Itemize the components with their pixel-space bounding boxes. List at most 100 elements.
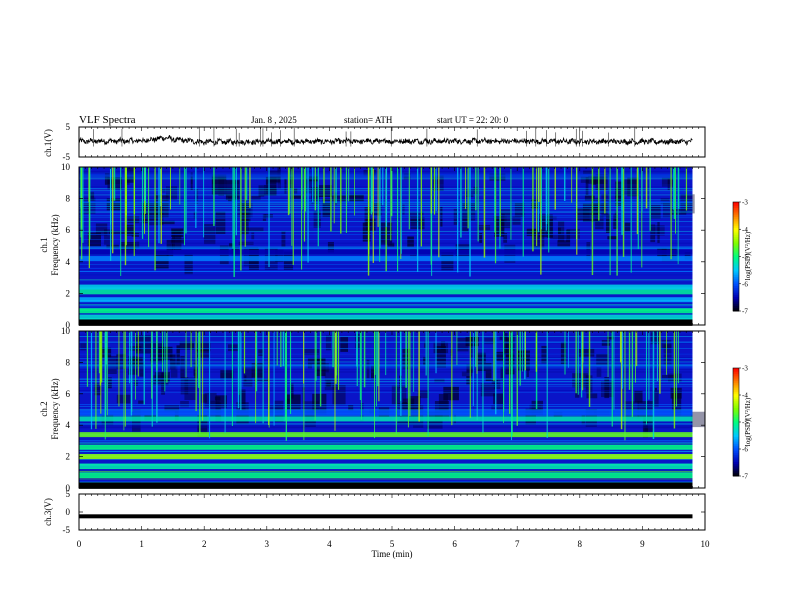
- colorbar-segment: [733, 423, 739, 427]
- y-tick-label: -5: [63, 525, 71, 535]
- spectrogram-dark-patch: [94, 383, 101, 396]
- colorbar-segment: [733, 220, 739, 223]
- ch1-waveform-panel: 5 -5: [63, 122, 706, 162]
- colorbar-segment: [733, 263, 739, 267]
- spectrogram-dark-patch: [332, 195, 347, 204]
- spectrogram-dark-patch: [434, 378, 445, 383]
- x-tick-label: 5: [390, 539, 395, 549]
- colorbar-segment: [733, 202, 739, 205]
- spectrogram-dark-patch: [441, 341, 446, 351]
- spectrogram-texture-line: [79, 450, 693, 452]
- colorbar-segment: [733, 205, 739, 208]
- spectrogram-dark-patch: [315, 362, 329, 373]
- spectrogram-dark-patch: [661, 177, 674, 187]
- colorbar-segment: [733, 247, 739, 250]
- spectrogram-texture-line: [79, 427, 693, 429]
- spectrogram-dark-patch: [595, 215, 604, 230]
- colorbar-segment: [733, 287, 739, 290]
- spectrogram-dark-patch: [663, 344, 672, 366]
- colorbar-segment: [733, 382, 739, 385]
- colorbar-segment: [733, 400, 739, 403]
- spectrogram-dark-patch: [489, 173, 506, 181]
- colorbar-segment: [733, 373, 739, 376]
- spectrogram-band: [79, 410, 693, 416]
- colorbar-segment: [733, 411, 739, 414]
- spectrogram-dark-patch: [660, 198, 670, 204]
- y-tick-label: 0: [66, 320, 71, 330]
- spectrogram-dark-patch: [499, 335, 503, 340]
- y-tick-label: 2: [66, 288, 71, 298]
- colorbar-segment: [733, 225, 739, 228]
- colorbar-segment: [733, 260, 739, 263]
- spectrogram-dark-patch: [600, 380, 614, 398]
- spectrogram-dark-patch: [127, 215, 140, 224]
- ch1-spectrogram-ylabel: ch.1: [39, 237, 49, 252]
- spectrogram-dark-patch: [417, 390, 429, 399]
- spectrogram-dark-patch: [585, 177, 589, 196]
- colorbar-segment: [733, 378, 739, 382]
- colorbar-segment: [733, 454, 739, 457]
- x-tick-label: 7: [515, 539, 520, 549]
- colorbar-segment: [733, 447, 739, 450]
- spectrogram-texture-line: [79, 422, 693, 424]
- colorbar-segment: [733, 271, 739, 274]
- spectrogram-dark-patch: [228, 243, 235, 248]
- spectrogram-dark-patch: [566, 228, 580, 239]
- spectrogram-dark-patch: [162, 188, 166, 193]
- spectrogram-dark-patch: [196, 341, 211, 352]
- colorbar-segment: [733, 436, 739, 439]
- spectrogram-dark-patch: [340, 337, 349, 352]
- spectrogram-texture-line: [79, 271, 693, 273]
- spectrogram-dark-patch: [578, 348, 595, 357]
- spectrogram-dark-patch: [652, 390, 659, 408]
- spectrogram-dc-strip: [79, 482, 693, 488]
- colorbar-segment: [733, 398, 739, 401]
- spectrogram-dark-patch: [95, 223, 108, 236]
- spectrogram-dark-patch: [607, 236, 618, 240]
- colorbar-segment: [733, 472, 739, 475]
- colorbar-segment: [733, 389, 739, 392]
- colorbar-segment: [733, 445, 739, 448]
- spectrogram-texture-line: [79, 470, 693, 472]
- ch1-colorbar: -3 -4 -5 -6 -7: [732, 199, 748, 316]
- ch1-spectrogram-panel: 0 2 4 6 8 10: [61, 162, 706, 330]
- y-tick-label: 6: [66, 389, 71, 399]
- colorbar-segment: [733, 463, 739, 466]
- spectrogram-dark-patch: [228, 344, 239, 352]
- ch2-colorbar: -3 -4 -5 -6 -7: [732, 365, 748, 481]
- spectrogram-band: [79, 314, 693, 320]
- spectrogram-dark-patch: [171, 228, 184, 238]
- colorbar-tick-label: -5: [742, 419, 748, 427]
- spectrogram-dark-patch: [176, 345, 180, 366]
- colorbar-segment: [733, 281, 739, 285]
- spectrogram-dark-patch: [505, 337, 511, 359]
- colorbar-segment: [733, 386, 739, 389]
- spectrogram-dark-patch: [160, 220, 175, 225]
- colorbar-segment: [733, 303, 739, 307]
- colorbar-segment: [733, 227, 739, 230]
- colorbar-segment: [733, 377, 739, 380]
- spectrogram-texture-line: [79, 280, 693, 282]
- spectrogram-dark-patch: [305, 178, 317, 194]
- colorbar-segment: [733, 229, 739, 232]
- colorbar-segment: [733, 441, 739, 445]
- colorbar-segment: [733, 265, 739, 268]
- y-tick-label: 4: [66, 257, 71, 267]
- colorbar-segment: [733, 207, 739, 210]
- spectrogram-dark-patch: [657, 221, 660, 244]
- spectrogram-dark-patch: [313, 210, 321, 228]
- colorbar-segment: [733, 438, 739, 441]
- colorbar-segment: [733, 231, 739, 234]
- ch1-frequency-ylabel: Frequency (kHz): [50, 214, 60, 275]
- spectrogram-dark-patch: [690, 411, 706, 428]
- colorbar-segment: [733, 371, 739, 374]
- spectrogram-dark-patch: [650, 224, 656, 243]
- spectrogram-dark-patch: [174, 410, 179, 421]
- spectrogram-dark-patch: [500, 367, 504, 381]
- spectrogram-dark-patch: [469, 336, 475, 358]
- spectrogram-dark-patch: [501, 213, 505, 236]
- spectrogram-dark-patch: [239, 389, 246, 412]
- spectrogram-dark-patch: [164, 405, 180, 412]
- spectrogram-dark-patch: [258, 185, 265, 197]
- spectrogram-dark-patch: [435, 345, 446, 368]
